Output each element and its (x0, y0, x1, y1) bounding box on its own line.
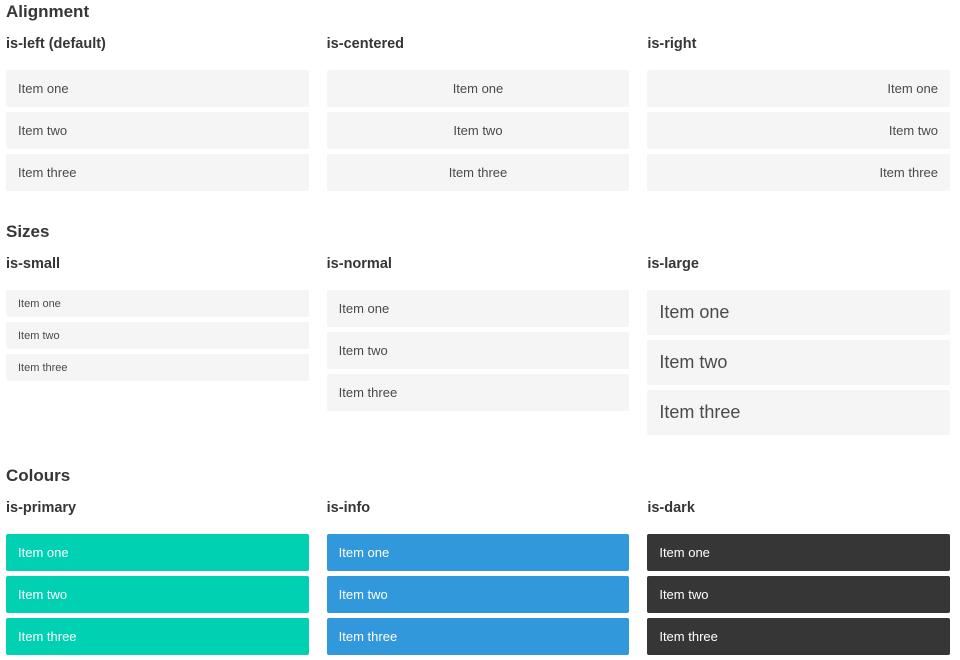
list-item[interactable]: Item two (647, 340, 950, 385)
section-title: Colours (6, 466, 71, 485)
list-item[interactable]: Item one (6, 534, 309, 571)
column-is-left: is-left (default) Item one Item two Item… (6, 34, 309, 196)
column-is-large: is-large Item one Item two Item three (647, 254, 950, 440)
column-subtitle: is-small (6, 256, 60, 272)
list-item[interactable]: Item two (6, 322, 309, 349)
list-item[interactable]: Item one (6, 70, 309, 107)
list-item[interactable]: Item three (326, 374, 630, 411)
list-dark: Item one Item two Item three (647, 534, 950, 655)
list-item[interactable]: Item one (647, 534, 950, 571)
list-item[interactable]: Item three (6, 154, 309, 191)
list-item[interactable]: Item two (326, 332, 630, 369)
columns-row: is-left (default) Item one Item two Item… (6, 34, 950, 196)
column-is-primary: is-primary Item one Item two Item three (6, 498, 309, 660)
column-is-right: is-right Item one Item two Item three (647, 34, 950, 196)
section-title: Sizes (6, 222, 50, 241)
list-info: Item one Item two Item three (326, 534, 630, 655)
column-subtitle: is-primary (6, 500, 77, 516)
column-subtitle: is-left (default) (6, 36, 106, 52)
section-colours: Colours is-primary Item one Item two Ite… (6, 464, 950, 660)
columns-row: is-primary Item one Item two Item three … (6, 498, 950, 660)
section-alignment: Alignment is-left (default) Item one Ite… (6, 0, 950, 196)
column-is-dark: is-dark Item one Item two Item three (647, 498, 950, 660)
column-is-info: is-info Item one Item two Item three (326, 498, 630, 660)
list-small: Item one Item two Item three (6, 290, 309, 381)
list-item[interactable]: Item two (6, 576, 309, 613)
list-item[interactable]: Item three (6, 618, 309, 655)
column-is-small: is-small Item one Item two Item three (6, 254, 309, 386)
list-item[interactable]: Item three (647, 390, 950, 435)
column-subtitle: is-normal (326, 256, 392, 272)
list-item[interactable]: Item two (6, 112, 309, 149)
column-is-centered: is-centered Item one Item two Item three (326, 34, 630, 196)
list-item[interactable]: Item one (326, 290, 630, 327)
list-item[interactable]: Item three (647, 154, 950, 191)
list-item[interactable]: Item one (647, 290, 950, 335)
list-item[interactable]: Item one (647, 70, 950, 107)
list-left: Item one Item two Item three (6, 70, 309, 191)
column-subtitle: is-large (647, 256, 699, 272)
column-subtitle: is-right (647, 36, 697, 52)
columns-row: is-small Item one Item two Item three is… (6, 254, 950, 440)
list-item[interactable]: Item two (326, 576, 630, 613)
column-subtitle: is-info (326, 500, 371, 516)
section-title: Alignment (6, 2, 90, 21)
list-large: Item one Item two Item three (647, 290, 950, 435)
column-is-normal: is-normal Item one Item two Item three (326, 254, 630, 416)
list-item[interactable]: Item one (6, 290, 309, 317)
list-centered: Item one Item two Item three (326, 70, 630, 191)
list-item[interactable]: Item three (326, 154, 630, 191)
section-sizes: Sizes is-small Item one Item two Item th… (6, 220, 950, 440)
list-item[interactable]: Item three (6, 354, 309, 381)
list-item[interactable]: Item two (647, 576, 950, 613)
list-item[interactable]: Item two (647, 112, 950, 149)
list-right: Item one Item two Item three (647, 70, 950, 191)
list-normal: Item one Item two Item three (326, 290, 630, 411)
list-item[interactable]: Item one (326, 534, 630, 571)
list-item[interactable]: Item three (326, 618, 630, 655)
list-item[interactable]: Item one (326, 70, 630, 107)
list-item[interactable]: Item two (326, 112, 630, 149)
list-item[interactable]: Item three (647, 618, 950, 655)
list-primary: Item one Item two Item three (6, 534, 309, 655)
column-subtitle: is-dark (647, 500, 695, 516)
column-subtitle: is-centered (326, 36, 405, 52)
